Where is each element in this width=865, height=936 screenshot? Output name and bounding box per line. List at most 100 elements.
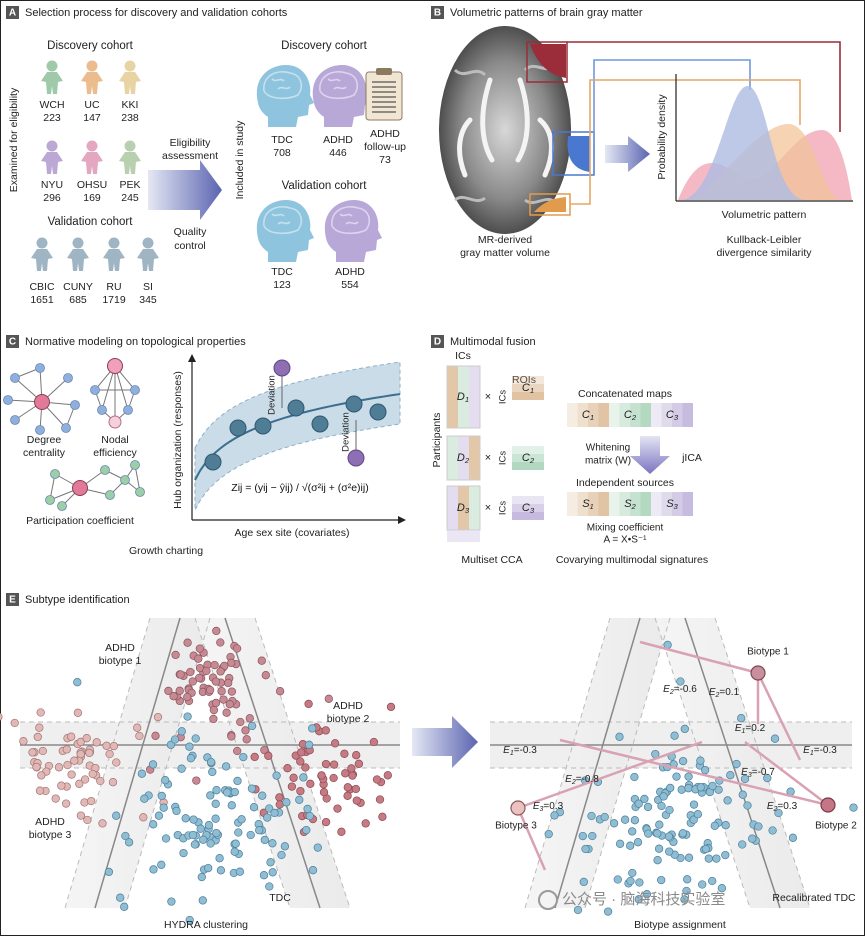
- matrix-label: C2: [522, 452, 535, 465]
- sample-dot: [62, 745, 71, 754]
- group-name: TDC: [271, 266, 293, 278]
- biotype-node: [510, 800, 526, 816]
- flow-arrow: [148, 160, 222, 220]
- site-name: UC: [84, 99, 100, 111]
- matrix-row: [512, 504, 544, 512]
- site-count: 345: [139, 294, 157, 306]
- label-subscript: 3: [465, 506, 470, 515]
- child-icon-body: [31, 249, 53, 271]
- matrix-column: [447, 366, 458, 428]
- sample-dot: [670, 731, 679, 740]
- sample-dot: [186, 754, 196, 763]
- sample-dot: [630, 772, 639, 782]
- section-heading: Concatenated maps: [578, 388, 672, 400]
- connector-orange: [570, 79, 801, 205]
- label-subscript: 1: [590, 502, 594, 511]
- cluster-label: biotype 1: [99, 655, 142, 667]
- sample-dot: [195, 673, 204, 683]
- matrix-label: D2: [457, 452, 470, 465]
- sample-dot: [104, 867, 114, 877]
- network-node: [10, 415, 20, 425]
- sample-dot: [302, 825, 311, 835]
- sample-dot: [255, 826, 264, 835]
- caption: HYDRA clustering: [164, 919, 248, 931]
- group-name: TDC: [271, 134, 293, 146]
- sample-dot: [57, 781, 66, 790]
- sample-dot: [28, 748, 37, 757]
- group-name: ADHD: [370, 128, 400, 140]
- site-name: OHSU: [77, 179, 107, 191]
- panel-title: Volumetric patterns of brain gray matter: [450, 7, 643, 19]
- cluster-label: Recalibrated TDC: [772, 892, 856, 904]
- sample-dot: [372, 775, 382, 784]
- label-base: C: [522, 502, 530, 514]
- sample-dot: [161, 834, 171, 843]
- sample-dot: [161, 776, 170, 785]
- sample-dot: [265, 804, 274, 813]
- biotype-node: [820, 797, 836, 813]
- matrix-row: [512, 454, 544, 462]
- sample-dot: [644, 829, 653, 838]
- roi-blue: [567, 136, 590, 172]
- label-rest: =-0.6: [674, 684, 698, 695]
- boundary-line: [224, 617, 321, 909]
- boundary-line: [554, 617, 641, 909]
- sample-dot: [186, 667, 195, 677]
- network-node: [35, 363, 45, 373]
- sample-dot: [197, 872, 206, 882]
- sample-dot: [85, 748, 94, 758]
- sample-dot: [185, 915, 194, 925]
- section-heading: Independent sources: [576, 477, 674, 489]
- label-subscript: 3: [674, 502, 679, 511]
- label-subscript: 1: [810, 750, 814, 757]
- band-edge: [714, 617, 811, 909]
- label-subscript: 2: [631, 413, 637, 422]
- sample-dot: [181, 814, 190, 823]
- group-name: ADHD: [335, 266, 365, 278]
- effect-label: E2=-0.8: [565, 774, 599, 786]
- sample-dot: [308, 866, 318, 875]
- sample-dot: [247, 784, 257, 793]
- sample-dot: [693, 810, 703, 819]
- sample-dot: [185, 742, 194, 751]
- sample-dot: [246, 830, 255, 840]
- sample-dot: [317, 771, 326, 780]
- sample-dot: [587, 811, 596, 821]
- group-name: follow-up: [364, 141, 406, 153]
- sample-dot: [211, 698, 221, 708]
- cluster-label: biotype 2: [327, 713, 370, 725]
- caption: A = X•S⁻¹: [604, 535, 648, 546]
- panel-letter-box: [431, 335, 444, 348]
- sample-dot: [272, 771, 281, 780]
- map-cell: [661, 403, 672, 427]
- sample-dot: [191, 734, 200, 743]
- panel-title: Subtype identification: [25, 594, 130, 606]
- brain-icon: [263, 71, 303, 100]
- sample-dot: [282, 798, 291, 807]
- sample-dot: [102, 741, 111, 750]
- sample-dot: [684, 784, 693, 793]
- sample-dot: [626, 841, 635, 850]
- sample-dot: [308, 724, 317, 733]
- sample-dot: [76, 749, 85, 759]
- sample-dot: [232, 644, 242, 653]
- site-name: SI: [143, 281, 153, 293]
- biotype-label: Biotype 3: [495, 821, 537, 832]
- site-count: 296: [43, 192, 61, 204]
- sample-dot: [83, 815, 92, 825]
- sample-dot: [672, 772, 681, 781]
- panel-letter: E: [9, 595, 16, 606]
- sample-dot: [223, 788, 232, 797]
- step-label: Eligibility: [170, 137, 212, 149]
- sample-dot: [230, 847, 239, 856]
- caption: Growth charting: [129, 545, 203, 557]
- map-cell: [640, 492, 651, 516]
- sample-dot: [684, 853, 694, 862]
- sample-dot: [209, 714, 218, 724]
- sample-dot: [301, 763, 310, 772]
- panel-letter-box: [6, 335, 19, 348]
- network-label: Nodal: [101, 434, 128, 446]
- group-count: 73: [379, 154, 391, 166]
- sample-dot: [194, 654, 203, 663]
- axis-label: Probability density: [656, 94, 668, 180]
